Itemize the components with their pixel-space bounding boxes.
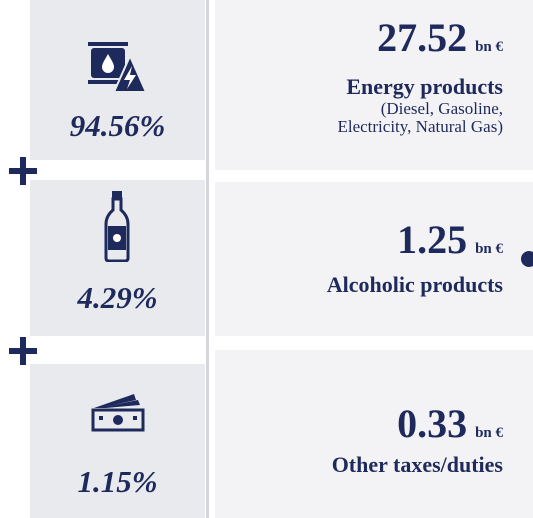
amount: 0.33 [397, 401, 468, 446]
marker-dot [521, 251, 533, 267]
amount: 27.52 [377, 15, 468, 60]
plus-sign [9, 337, 37, 365]
energy-icon [88, 42, 146, 93]
unit: bn € [475, 241, 503, 257]
amount-line: 1.25 bn € [397, 216, 503, 263]
note-line: (Diesel, Gasoline, [380, 99, 503, 118]
money-icon [91, 394, 145, 432]
divider [206, 0, 209, 518]
unit: bn € [475, 425, 503, 441]
plus-sign [9, 157, 37, 185]
amount-line: 27.52 bn € [377, 14, 503, 61]
amount: 1.25 [397, 217, 468, 262]
percent: 94.56% [69, 108, 166, 143]
bottle-icon [104, 191, 130, 262]
label: Other taxes/duties [331, 452, 503, 477]
label: Energy products [346, 74, 503, 99]
row-panel [215, 0, 533, 170]
row-panel [30, 180, 205, 336]
label: Alcoholic products [326, 272, 503, 297]
amount-line: 0.33 bn € [397, 400, 503, 447]
note: (Diesel, Gasoline, Electricity, Natural G… [337, 100, 503, 136]
percent: 1.15% [77, 464, 158, 499]
row-panel [30, 364, 205, 518]
unit: bn € [475, 39, 503, 55]
row-panel [215, 182, 533, 336]
row-panel [215, 350, 533, 518]
percent: 4.29% [77, 280, 158, 315]
note-line: Electricity, Natural Gas) [337, 117, 503, 136]
